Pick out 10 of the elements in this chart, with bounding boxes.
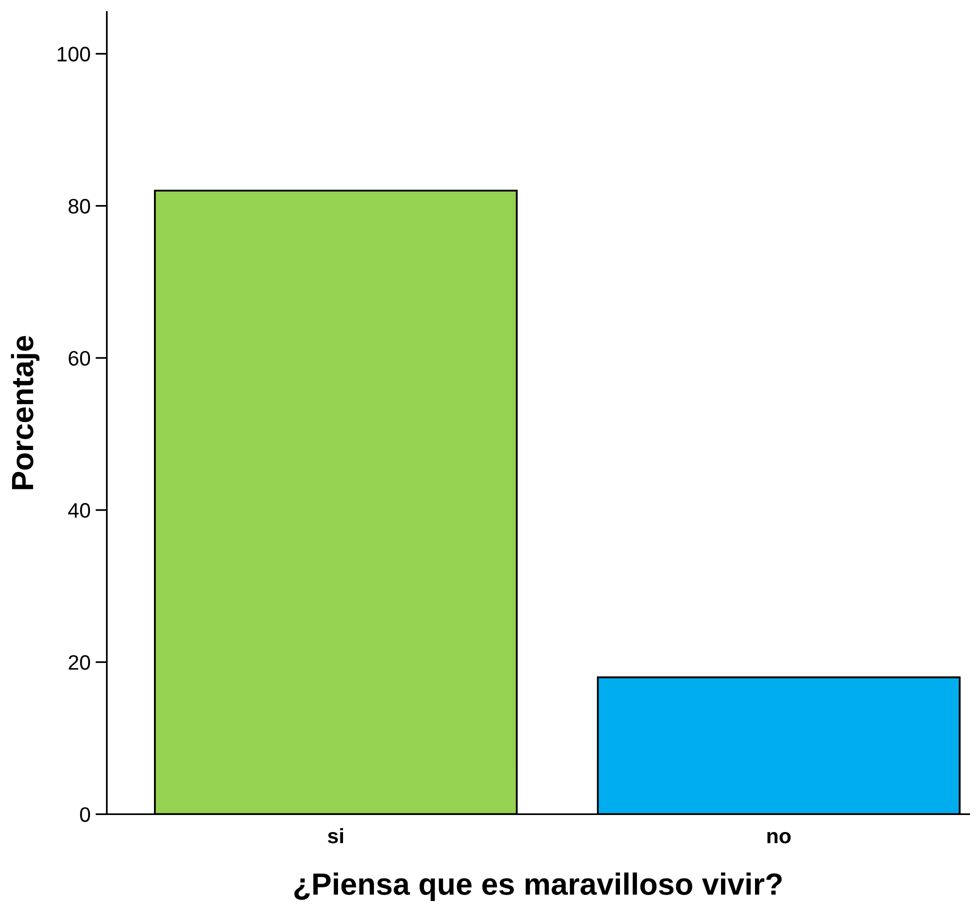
y-axis-title: Porcentaje [10,336,40,490]
x-tick-label: no [767,832,791,844]
x-axis-title: ¿Piensa que es maravilloso vivir? [294,872,782,901]
y-tick-label: 40 [68,503,90,518]
y-tick-label: 80 [68,198,90,214]
x-tick-label: si [328,828,344,844]
y-tick-label: 100 [58,46,90,62]
y-tick-label: 0 [80,807,90,822]
y-tick-label: 60 [68,350,90,366]
y-tick-label: 20 [68,655,90,670]
